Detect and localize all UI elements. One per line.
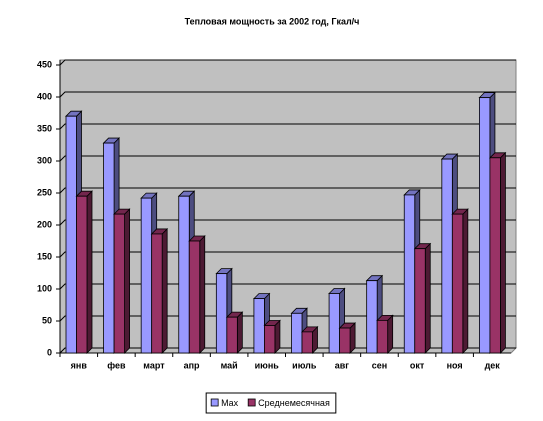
bar-front [151, 233, 163, 354]
bar [225, 311, 244, 354]
x-tick-label: сен [372, 360, 387, 370]
bar [188, 235, 206, 354]
bar-front [489, 157, 501, 354]
bar-front [339, 327, 351, 354]
bar-front [328, 293, 340, 354]
bar [413, 242, 432, 354]
bar-side [86, 190, 93, 354]
y-tick-label: 200 [37, 219, 52, 229]
bar [376, 314, 394, 354]
bar [150, 227, 169, 354]
bar-side [161, 227, 168, 354]
bar [75, 190, 93, 354]
x-tick-label: дек [485, 360, 501, 370]
bar [338, 322, 357, 354]
grid-line [59, 155, 516, 162]
grid-line [59, 219, 516, 226]
x-tick-label: ноя [447, 360, 463, 370]
bar-front [188, 240, 201, 354]
x-tick-label: май [221, 360, 238, 370]
bar [301, 325, 319, 354]
x-tick-label: окт [410, 360, 425, 370]
legend-swatch [247, 398, 256, 407]
x-tick-label: апр [184, 360, 200, 370]
grid-line [59, 91, 516, 98]
bar-front [178, 195, 190, 354]
bar-front [76, 195, 88, 354]
bar-side [274, 319, 281, 354]
grid-line [59, 347, 516, 354]
y-tick-label: 100 [37, 283, 52, 293]
x-tick-label: март [143, 360, 165, 370]
y-tick-label: 450 [37, 59, 52, 69]
bar-front [140, 197, 153, 354]
grid-line [59, 315, 516, 322]
bar-front [414, 248, 426, 354]
bar-side [500, 151, 506, 354]
bar-front [253, 298, 265, 354]
bar-front [441, 158, 453, 354]
bar-front [226, 316, 238, 354]
bar-front [291, 312, 303, 354]
bar-front [65, 115, 77, 354]
bar-front [376, 319, 389, 354]
bar-front [479, 97, 491, 354]
y-tick-label: 0 [47, 347, 52, 357]
bar-side [236, 311, 243, 354]
bar [451, 208, 469, 354]
legend-swatch [210, 398, 219, 407]
bar-front [451, 213, 464, 354]
legend-label: Среднемесячная [258, 398, 330, 408]
chart-title: Тепловая мощность за 2002 год, Гкал/ч [185, 16, 360, 26]
y-tick-label: 50 [42, 315, 52, 325]
grid-line [59, 283, 516, 290]
bar-front [403, 194, 416, 354]
bar-side [424, 242, 431, 354]
y-tick-label: 250 [37, 187, 52, 197]
bar-side [199, 235, 206, 354]
bar-side [462, 208, 469, 354]
legend-box [205, 392, 337, 414]
bar [263, 319, 281, 354]
x-tick-label: янв [71, 360, 88, 370]
bar-side [387, 314, 394, 354]
y-tick-label: 400 [37, 91, 52, 101]
legend-label: Max [221, 398, 239, 408]
bar [488, 151, 507, 354]
bar-front [264, 325, 276, 354]
grid-line [59, 123, 516, 130]
bar-front [103, 142, 115, 354]
x-tick-label: авг [335, 360, 350, 370]
bar-front [113, 213, 125, 354]
x-tick-label: июль [292, 360, 317, 370]
bar-front [301, 331, 313, 354]
bar-side [124, 208, 130, 354]
y-tick-label: 300 [37, 155, 52, 165]
y-tick-label: 150 [37, 251, 52, 261]
bar-front [366, 280, 378, 354]
x-tick-label: фев [107, 360, 126, 370]
grid-line [59, 187, 516, 194]
bar [113, 208, 131, 354]
y-tick-label: 350 [37, 123, 52, 133]
x-tick-label: июнь [255, 360, 280, 370]
bar-front [215, 273, 228, 354]
grid-line [59, 251, 516, 258]
grid-line [59, 59, 516, 66]
